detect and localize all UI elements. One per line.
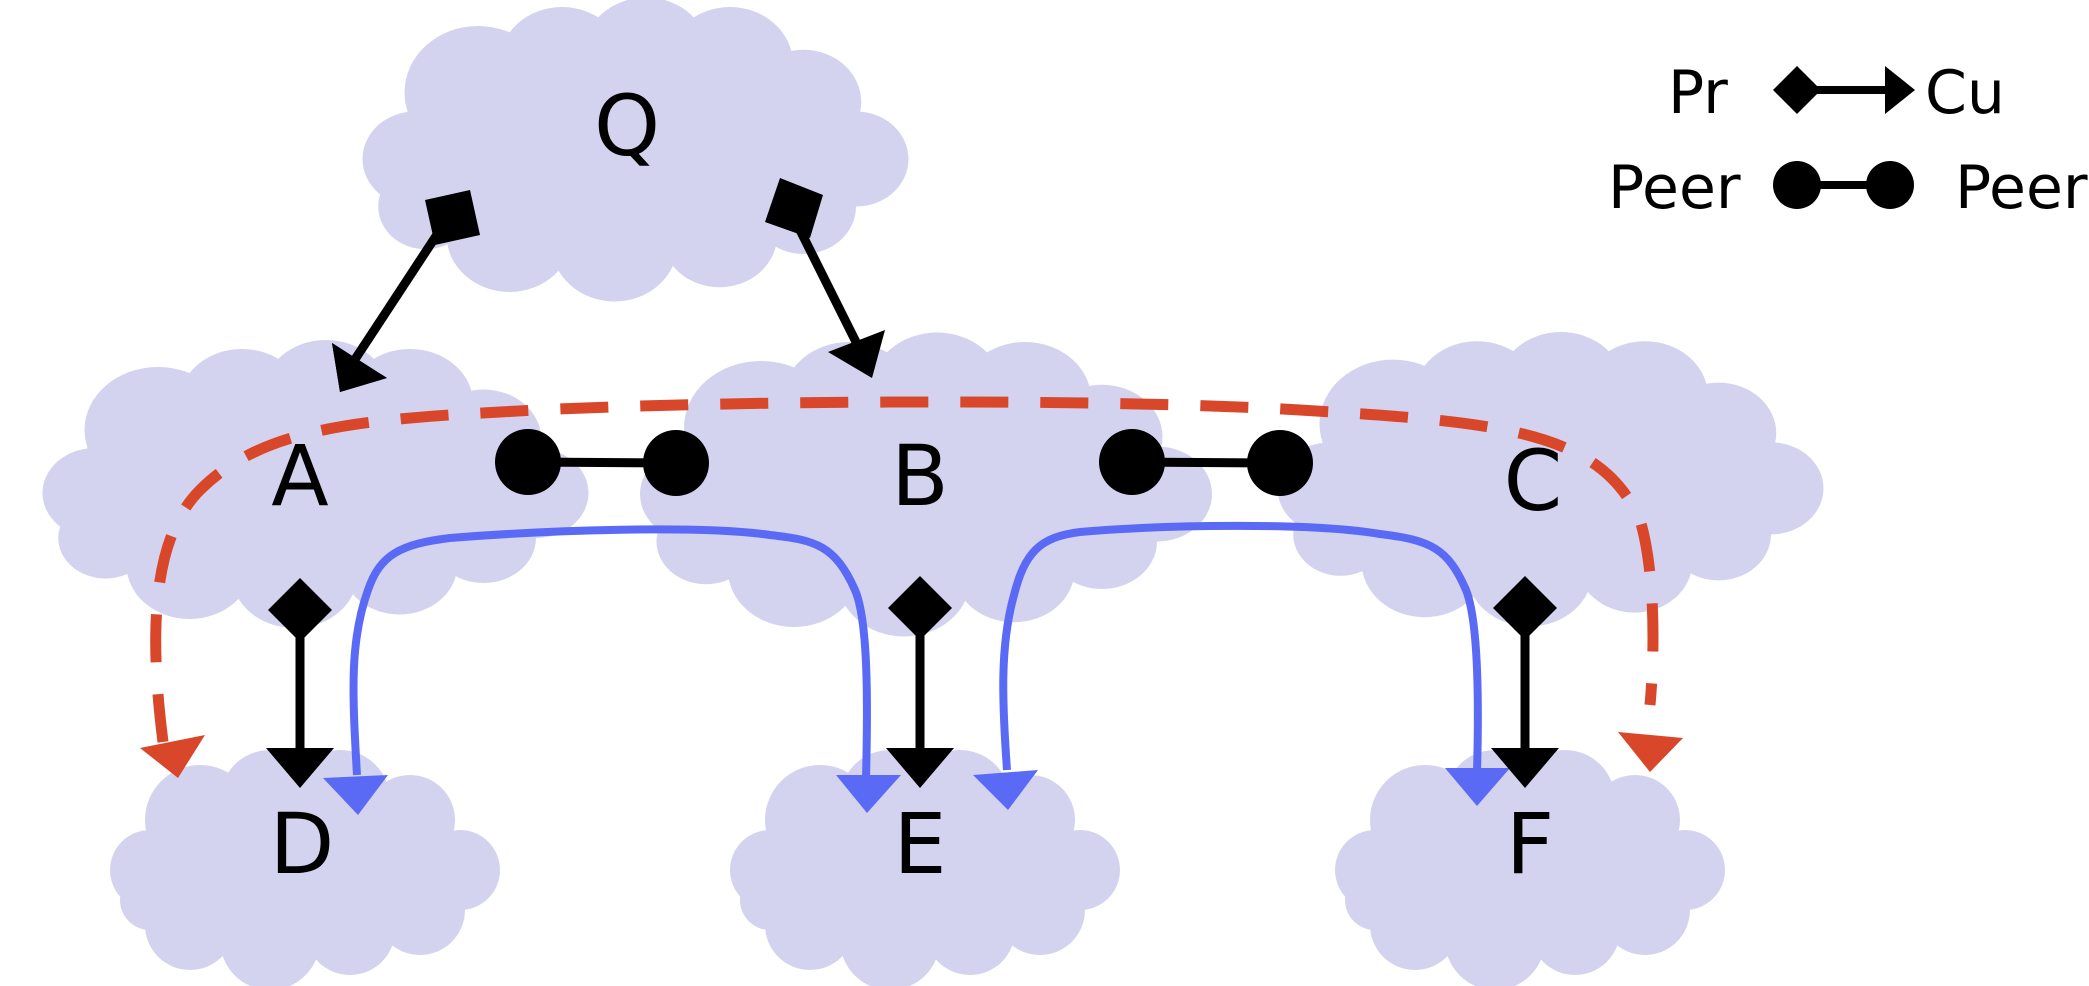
valley-free-arrow-right xyxy=(1618,732,1683,772)
valley-free-arrow-left xyxy=(140,735,205,778)
node-label-f: F xyxy=(1506,795,1554,893)
edge-peer-a-b xyxy=(495,429,709,496)
legend-peer-dot-icon xyxy=(1773,161,1821,209)
legend-provider-label: Pr xyxy=(1668,58,1728,128)
edge-q-a xyxy=(332,190,480,392)
legend: Pr Cu Peer Peer xyxy=(1608,58,2088,223)
node-label-b: B xyxy=(891,427,949,525)
edge-b-e xyxy=(886,576,954,788)
legend-provider-diamond-icon xyxy=(1773,66,1821,114)
edge-peer-b-c xyxy=(1099,429,1313,496)
legend-customer-label: Cu xyxy=(1925,58,2005,128)
route-arrow-d xyxy=(323,775,388,815)
legend-peer-dot-icon xyxy=(1866,161,1914,209)
edge-q-b xyxy=(765,178,885,378)
legend-peer-left-label: Peer xyxy=(1608,153,1741,223)
legend-peer-right-label: Peer xyxy=(1955,153,2088,223)
route-path-c-e xyxy=(973,521,1510,810)
edge-c-f xyxy=(1491,576,1559,788)
node-label-e: E xyxy=(893,795,946,893)
legend-customer-arrow-icon xyxy=(1885,66,1915,114)
node-label-q: Q xyxy=(594,77,660,175)
route-path-a-d xyxy=(323,525,901,815)
route-arrow-f xyxy=(1445,768,1510,806)
edge-a-d xyxy=(266,578,334,788)
route-arrow-e-right xyxy=(973,770,1038,810)
valley-free-path xyxy=(140,396,1683,778)
node-label-d: D xyxy=(270,795,335,893)
route-arrow-e-left xyxy=(836,775,901,813)
